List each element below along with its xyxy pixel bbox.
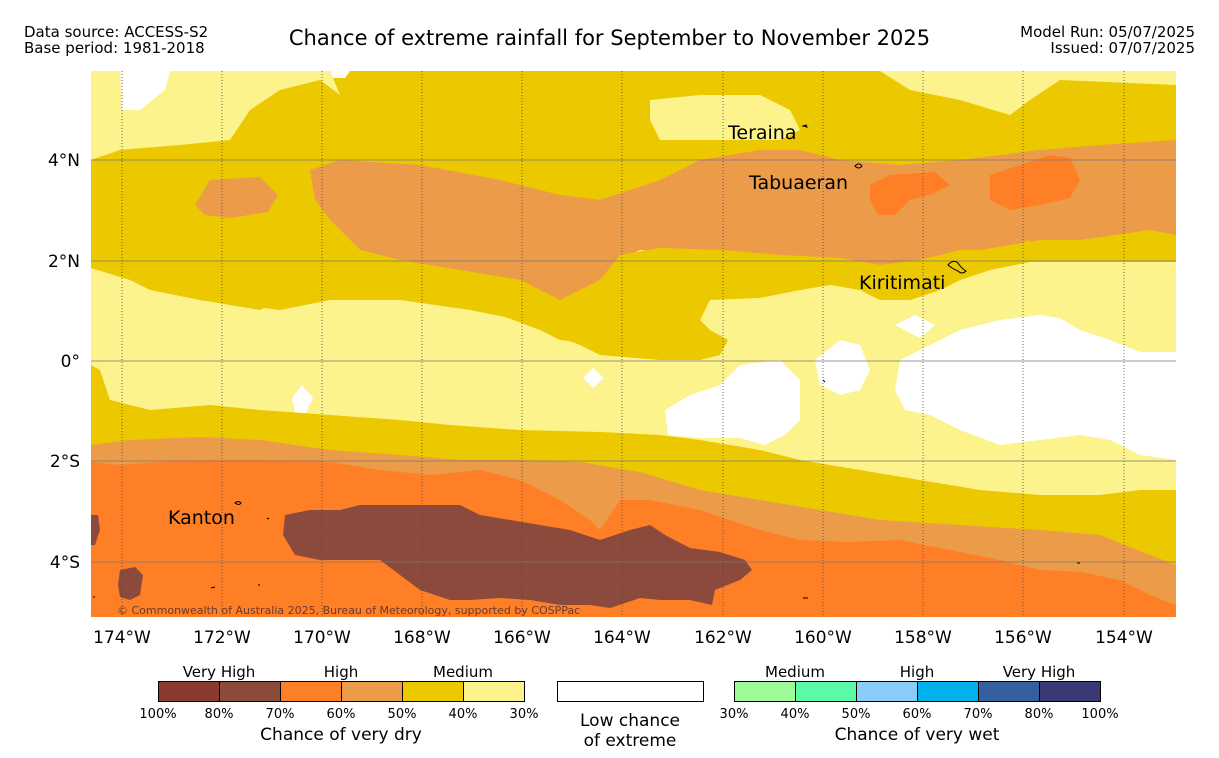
legend-low-swatch [557, 681, 704, 702]
zone-low-equatorial-mid [815, 340, 870, 395]
zone-low-equatorial-central [665, 360, 800, 445]
islet-1 [266, 517, 270, 520]
zone-medium-light-north-east [650, 95, 800, 140]
graticule [91, 71, 1176, 617]
base-period-text: Base period: 1981-2018 [24, 39, 205, 57]
legend-dry-tick: 100% [139, 707, 177, 722]
legend-wet-tick: 70% [963, 707, 993, 722]
legend-wet-tick: 40% [780, 707, 810, 722]
legend-wet-swatch-2 [795, 681, 857, 702]
island-kiritimati [947, 260, 967, 274]
model-run-text: Model Run: 05/07/2025 [1020, 23, 1195, 41]
legend-wet-medium: Medium [765, 663, 825, 681]
legend-wet-tick: 30% [719, 707, 749, 722]
lon-label-160w: 160°W [794, 628, 852, 648]
legend-wet-tick: 100% [1081, 707, 1119, 722]
data-source-text: Data source: ACCESS-S2 [24, 23, 209, 41]
island-tabuaeran [854, 163, 863, 169]
legend-wet-swatch-3 [856, 681, 918, 702]
legend-wet-swatch-5 [978, 681, 1040, 702]
legend-dry-swatch-6 [463, 681, 525, 702]
legend-dry-tick: 70% [265, 707, 295, 722]
zone-low-small-1 [895, 315, 935, 338]
lon-label-156w: 156°W [994, 628, 1052, 648]
lon-label-170w: 170°W [293, 628, 351, 648]
island-kanton [234, 501, 242, 505]
legend-dry-tick: 80% [204, 707, 234, 722]
legend-dry-tick: 40% [448, 707, 478, 722]
zone-medium-light-ne [880, 71, 1176, 115]
lat-label-2n: 2°N [48, 252, 80, 272]
lat-label-4n: 4°N [48, 151, 80, 171]
legend-dry-swatch-3 [280, 681, 342, 702]
legend-dry-swatch-2 [219, 681, 281, 702]
lon-label-164w: 164°W [593, 628, 651, 648]
legend-wet-very-high: Very High [1002, 663, 1076, 681]
legend-wet-tick: 80% [1024, 707, 1054, 722]
lon-label-174w: 174°W [93, 628, 151, 648]
place-label-kanton: Kanton [168, 507, 235, 529]
legend-low-caption-1: Low chance [580, 711, 680, 731]
legend-wet-swatch-1 [734, 681, 796, 702]
place-label-teraina: Teraina [727, 122, 797, 144]
lon-label-168w: 168°W [393, 628, 451, 648]
zone-low-small-2 [583, 368, 604, 388]
island-teraina [801, 124, 808, 128]
legend-wet-high: High [899, 663, 935, 681]
legend-wet-swatch-6 [1039, 681, 1101, 702]
zone-low-equatorial-east [895, 315, 1176, 460]
islet-6 [822, 379, 826, 383]
zone-very-high-dry-west [91, 515, 100, 545]
legend-wet-caption: Chance of very wet [834, 725, 1000, 745]
legend-dry-caption: Chance of very dry [260, 725, 422, 745]
legend-low-caption-2: of extreme [583, 731, 677, 751]
zone-high-dark-central-1 [870, 172, 950, 215]
lon-label-166w: 166°W [493, 628, 551, 648]
legend-wet-tick: 60% [902, 707, 932, 722]
legend-dry-very-high: Very High [182, 663, 256, 681]
issued-text: Issued: 07/07/2025 [1050, 39, 1195, 57]
zone-low-north [120, 71, 170, 110]
header-left: Data source: ACCESS-S2 Base period: 1981… [24, 24, 208, 56]
lat-label-4s: 4°S [50, 553, 80, 573]
zone-high-dark-central-2 [990, 155, 1080, 210]
map-field [91, 71, 1176, 617]
islet-2 [210, 586, 216, 589]
legend-dry-tick: 30% [509, 707, 539, 722]
lat-label-0: 0° [61, 352, 80, 372]
zone-very-high-dry [283, 505, 752, 608]
zone-medium-dark-central [91, 220, 1030, 360]
zone-very-high-dry-west-2 [118, 567, 143, 600]
legend-dry-medium: Medium [433, 663, 493, 681]
zone-high-light-west [195, 177, 278, 218]
map-title: Chance of extreme rainfall for September… [288, 26, 931, 50]
header-right: Model Run: 05/07/2025 Issued: 07/07/2025 [1020, 24, 1195, 56]
legend-dry-swatch-4 [341, 681, 403, 702]
lat-label-2s: 2°S [50, 452, 80, 472]
legend-dry-swatch-1 [158, 681, 220, 702]
lon-label-154w: 154°W [1095, 628, 1153, 648]
lon-label-172w: 172°W [193, 628, 251, 648]
zone-low-small-3 [292, 385, 313, 415]
legend-wet-swatch-4 [917, 681, 979, 702]
zone-high-light-central [310, 140, 1176, 300]
lon-label-162w: 162°W [694, 628, 752, 648]
place-label-kiritimati: Kiritimati [859, 272, 945, 294]
legend-dry-tick: 60% [326, 707, 356, 722]
legend-dry-tick: 50% [387, 707, 417, 722]
legend-dry-swatch-5 [402, 681, 464, 702]
copyright-text: © Commonwealth of Australia 2025, Bureau… [117, 604, 580, 617]
legend-dry-high: High [323, 663, 359, 681]
lon-label-158w: 158°W [894, 628, 952, 648]
legend-wet-tick: 50% [841, 707, 871, 722]
island-outlines [93, 124, 1080, 599]
zone-low-north-2 [330, 71, 350, 78]
place-label-tabuaeran: Tabuaeran [748, 172, 848, 194]
